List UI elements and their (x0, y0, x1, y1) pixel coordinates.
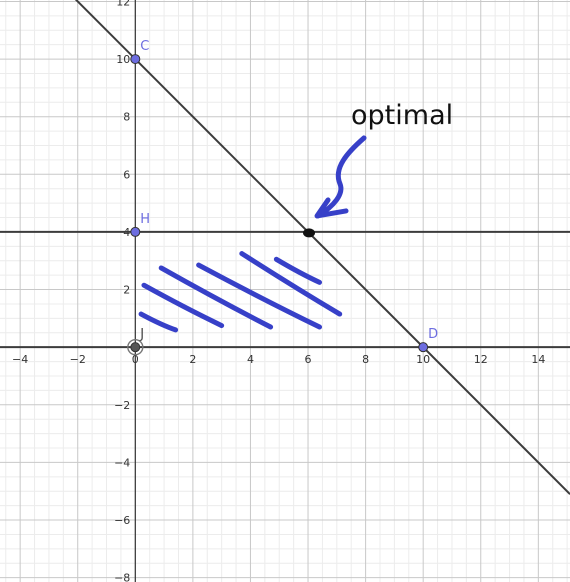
point-j[interactable] (130, 342, 141, 353)
y-tick-label: −6 (114, 514, 130, 527)
constraint-lines (0, 0, 570, 495)
x-tick-label: 10 (416, 353, 430, 366)
point-h[interactable] (130, 226, 141, 237)
optimal-point (303, 228, 316, 238)
x-tick-label: 14 (531, 353, 545, 366)
y-tick-label: 6 (123, 168, 130, 181)
x-tick-label: 2 (189, 353, 196, 366)
arrow-shaft (315, 135, 367, 219)
x-tick-label: 4 (247, 353, 254, 366)
y-tick-label: 2 (123, 284, 130, 297)
point-j-ring (127, 338, 144, 356)
y-tick-label: 8 (123, 111, 130, 124)
hatch-stroke (138, 311, 179, 333)
arrow-head (314, 197, 349, 219)
point-c[interactable] (130, 54, 141, 65)
point-label-h: H (140, 212, 150, 227)
x-tick-label: 8 (362, 353, 369, 366)
hatch-stroke (141, 282, 225, 329)
hatch-stroke (196, 262, 323, 330)
x-tick-label: −2 (70, 353, 86, 366)
x-tick-label: 0 (132, 353, 139, 366)
point-label-c: C (140, 39, 149, 54)
y-tick-label: −8 (114, 572, 130, 582)
hatch-stroke (273, 256, 323, 285)
point-label-d: D (428, 327, 438, 342)
optimal-arrow (303, 135, 367, 238)
optimal-annotation: optimal (351, 100, 453, 131)
point-d[interactable] (418, 342, 429, 353)
y-tick-label: −2 (114, 399, 130, 412)
labeled-points: C H J D (127, 39, 438, 356)
feasible-region-hatching (138, 251, 343, 333)
line-cd (74, 0, 570, 495)
hatch-stroke (158, 265, 274, 330)
y-tick-label: −4 (114, 456, 130, 469)
x-tick-label: −4 (12, 353, 28, 366)
x-tick-label: 6 (305, 353, 312, 366)
y-tick-label: 12 (116, 0, 130, 8)
hatch-stroke (239, 251, 343, 317)
y-tick-label: 10 (116, 53, 130, 66)
x-tick-label: 12 (474, 353, 488, 366)
point-label-j: J (139, 327, 144, 342)
